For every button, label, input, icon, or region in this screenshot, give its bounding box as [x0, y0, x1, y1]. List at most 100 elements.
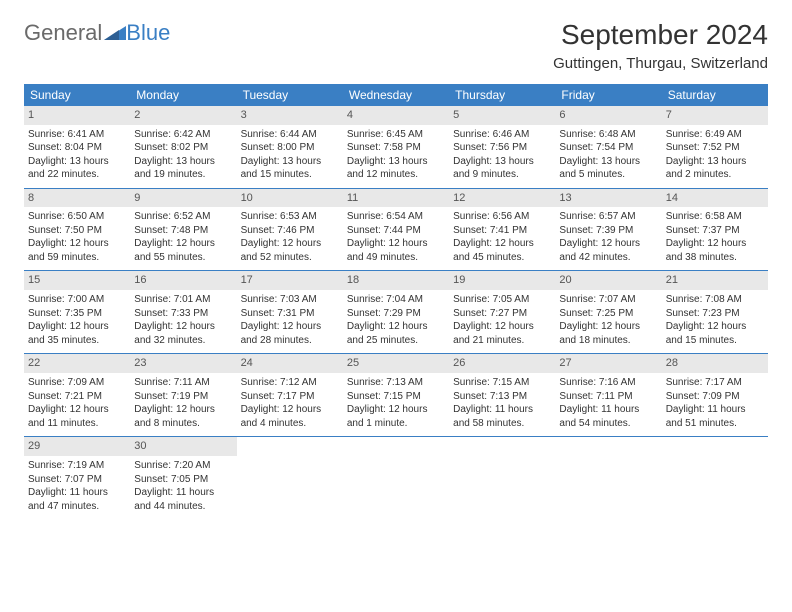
sunrise-text: Sunrise: 7:00 AM [28, 293, 126, 307]
day-cell: 4Sunrise: 6:45 AMSunset: 7:58 PMDaylight… [343, 106, 449, 188]
sunset-text: Sunset: 8:00 PM [241, 141, 339, 155]
sunrise-text: Sunrise: 6:45 AM [347, 128, 445, 142]
sunset-text: Sunset: 7:29 PM [347, 307, 445, 321]
day-number: 20 [555, 271, 661, 290]
sunset-text: Sunset: 7:13 PM [453, 390, 551, 404]
daylight-text: and 35 minutes. [28, 334, 126, 348]
daylight-text: and 18 minutes. [559, 334, 657, 348]
daylight-text: and 9 minutes. [453, 168, 551, 182]
brand-part1: General [24, 20, 102, 46]
day-number: 2 [130, 106, 236, 125]
day-cell: 14Sunrise: 6:58 AMSunset: 7:37 PMDayligh… [662, 189, 768, 271]
daylight-text: Daylight: 12 hours [134, 237, 232, 251]
sunrise-text: Sunrise: 6:56 AM [453, 210, 551, 224]
day-number: 19 [449, 271, 555, 290]
sunrise-text: Sunrise: 6:46 AM [453, 128, 551, 142]
sunrise-text: Sunrise: 7:09 AM [28, 376, 126, 390]
day-number [237, 437, 343, 456]
week-row: 8Sunrise: 6:50 AMSunset: 7:50 PMDaylight… [24, 189, 768, 272]
day-number: 29 [24, 437, 130, 456]
weeks-container: 1Sunrise: 6:41 AMSunset: 8:04 PMDaylight… [24, 106, 768, 519]
daylight-text: and 45 minutes. [453, 251, 551, 265]
day-number: 6 [555, 106, 661, 125]
daylight-text: Daylight: 12 hours [666, 320, 764, 334]
day-cell: 25Sunrise: 7:13 AMSunset: 7:15 PMDayligh… [343, 354, 449, 436]
sunset-text: Sunset: 7:05 PM [134, 473, 232, 487]
day-number: 3 [237, 106, 343, 125]
sunrise-text: Sunrise: 7:05 AM [453, 293, 551, 307]
sunrise-text: Sunrise: 7:01 AM [134, 293, 232, 307]
sunset-text: Sunset: 7:31 PM [241, 307, 339, 321]
day-cell: 11Sunrise: 6:54 AMSunset: 7:44 PMDayligh… [343, 189, 449, 271]
sunrise-text: Sunrise: 7:12 AM [241, 376, 339, 390]
sunset-text: Sunset: 7:52 PM [666, 141, 764, 155]
sunrise-text: Sunrise: 6:42 AM [134, 128, 232, 142]
day-number: 17 [237, 271, 343, 290]
sunset-text: Sunset: 7:09 PM [666, 390, 764, 404]
week-row: 29 Sunrise: 7:19 AMSunset: 7:07 PMDayligh… [24, 437, 768, 519]
day-number: 12 [449, 189, 555, 208]
sunset-text: Sunset: 7:25 PM [559, 307, 657, 321]
day-number: 27 [555, 354, 661, 373]
day-cell: 6 Sunrise: 6:48 AMSunset: 7:54 PMDaylight… [555, 106, 661, 188]
day-header-wed: Wednesday [343, 84, 449, 106]
day-cell: 5Sunrise: 6:46 AMSunset: 7:56 PMDaylight… [449, 106, 555, 188]
daylight-text: and 11 minutes. [28, 417, 126, 431]
daylight-text: and 22 minutes. [28, 168, 126, 182]
daylight-text: Daylight: 11 hours [453, 403, 551, 417]
daylight-text: Daylight: 11 hours [559, 403, 657, 417]
calendar: Sunday Monday Tuesday Wednesday Thursday… [24, 84, 768, 519]
sunset-text: Sunset: 7:21 PM [28, 390, 126, 404]
day-cell: 20Sunrise: 7:07 AMSunset: 7:25 PMDayligh… [555, 271, 661, 353]
sunset-text: Sunset: 7:48 PM [134, 224, 232, 238]
daylight-text: Daylight: 13 hours [241, 155, 339, 169]
day-headers-row: Sunday Monday Tuesday Wednesday Thursday… [24, 84, 768, 106]
daylight-text: and 51 minutes. [666, 417, 764, 431]
sunset-text: Sunset: 7:46 PM [241, 224, 339, 238]
daylight-text: Daylight: 13 hours [666, 155, 764, 169]
week-row: 22Sunrise: 7:09 AMSunset: 7:21 PMDayligh… [24, 354, 768, 437]
daylight-text: and 1 minute. [347, 417, 445, 431]
sunrise-text: Sunrise: 6:48 AM [559, 128, 657, 142]
logo-triangle-icon [104, 20, 126, 46]
daylight-text: Daylight: 12 hours [453, 237, 551, 251]
daylight-text: and 4 minutes. [241, 417, 339, 431]
daylight-text: Daylight: 12 hours [241, 403, 339, 417]
day-number [662, 437, 768, 456]
daylight-text: Daylight: 11 hours [28, 486, 126, 500]
sunrise-text: Sunrise: 7:19 AM [28, 459, 126, 473]
daylight-text: Daylight: 13 hours [28, 155, 126, 169]
sunset-text: Sunset: 7:56 PM [453, 141, 551, 155]
daylight-text: Daylight: 13 hours [453, 155, 551, 169]
daylight-text: Daylight: 13 hours [559, 155, 657, 169]
daylight-text: and 21 minutes. [453, 334, 551, 348]
daylight-text: Daylight: 12 hours [28, 403, 126, 417]
day-header-sat: Saturday [662, 84, 768, 106]
daylight-text: and 5 minutes. [559, 168, 657, 182]
page-header: General Blue September 2024 Guttingen, T… [24, 20, 768, 72]
daylight-text: Daylight: 12 hours [347, 320, 445, 334]
daylight-text: and 38 minutes. [666, 251, 764, 265]
daylight-text: and 58 minutes. [453, 417, 551, 431]
sunset-text: Sunset: 8:04 PM [28, 141, 126, 155]
daylight-text: and 47 minutes. [28, 500, 126, 514]
day-cell: 2Sunrise: 6:42 AMSunset: 8:02 PMDaylight… [130, 106, 236, 188]
sunset-text: Sunset: 7:11 PM [559, 390, 657, 404]
daylight-text: Daylight: 12 hours [453, 320, 551, 334]
sunset-text: Sunset: 7:54 PM [559, 141, 657, 155]
daylight-text: Daylight: 12 hours [241, 320, 339, 334]
day-number: 23 [130, 354, 236, 373]
day-number: 26 [449, 354, 555, 373]
day-header-tue: Tuesday [237, 84, 343, 106]
daylight-text: Daylight: 12 hours [559, 237, 657, 251]
sunrise-text: Sunrise: 6:41 AM [28, 128, 126, 142]
daylight-text: and 15 minutes. [666, 334, 764, 348]
day-cell: 24Sunrise: 7:12 AMSunset: 7:17 PMDayligh… [237, 354, 343, 436]
day-number: 22 [24, 354, 130, 373]
sunrise-text: Sunrise: 7:03 AM [241, 293, 339, 307]
month-title: September 2024 [553, 20, 768, 51]
sunset-text: Sunset: 7:07 PM [28, 473, 126, 487]
day-number: 7 [662, 106, 768, 125]
sunrise-text: Sunrise: 7:13 AM [347, 376, 445, 390]
daylight-text: Daylight: 12 hours [134, 320, 232, 334]
